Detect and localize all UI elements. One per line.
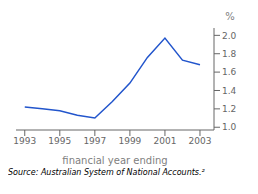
svg-text:1.4: 1.4 — [222, 86, 237, 96]
svg-text:1993: 1993 — [13, 136, 36, 146]
svg-text:1.2: 1.2 — [222, 104, 236, 114]
svg-text:financial year ending: financial year ending — [62, 155, 167, 166]
svg-text:2003: 2003 — [189, 136, 212, 146]
svg-text:1997: 1997 — [83, 136, 106, 146]
svg-text:2.0: 2.0 — [222, 31, 237, 41]
svg-text:1.0: 1.0 — [222, 122, 237, 132]
svg-text:1.8: 1.8 — [222, 49, 237, 59]
svg-text:%: % — [225, 11, 235, 22]
svg-text:1995: 1995 — [48, 136, 71, 146]
svg-text:1.6: 1.6 — [222, 67, 237, 77]
svg-text:2001: 2001 — [153, 136, 176, 146]
svg-text:1999: 1999 — [118, 136, 141, 146]
html-text:Source: Australian System of N: Source: Australian System of National Ac… — [8, 168, 205, 177]
